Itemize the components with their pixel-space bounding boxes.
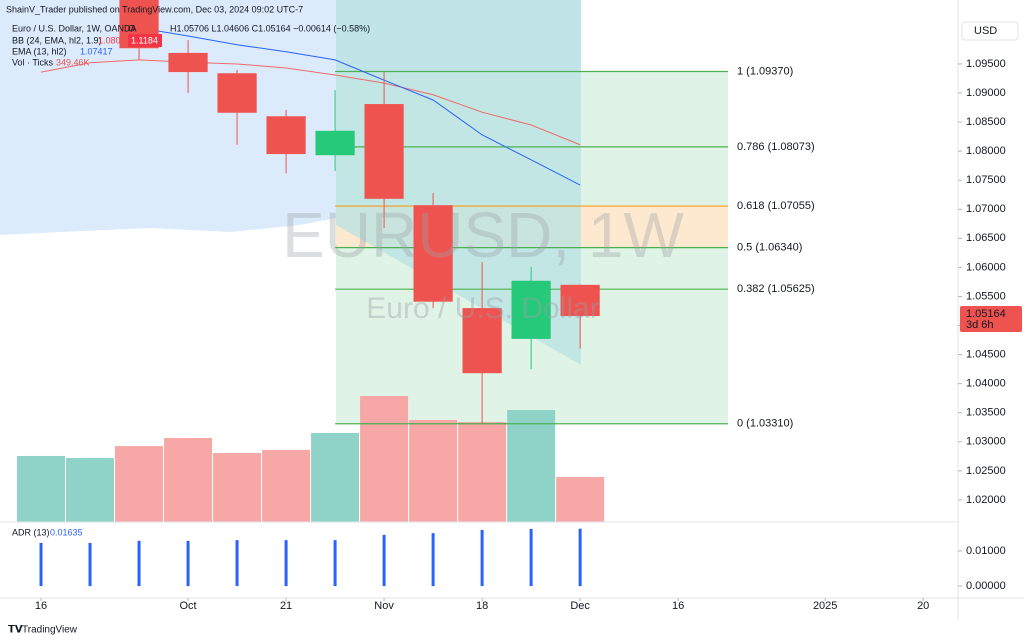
y-tick-label: 1.02500 [966, 465, 1006, 477]
candle-body [462, 308, 502, 374]
y-tick-label: 1.08000 [966, 145, 1006, 157]
fib-label: 0 (1.03310) [737, 418, 793, 430]
y-tick-label: 1.07000 [966, 203, 1006, 215]
candle-body [217, 73, 257, 113]
fib-label: 0.382 (1.05625) [737, 283, 815, 295]
volume-bar [556, 477, 605, 522]
candle-body [560, 284, 600, 316]
legend-volume: Vol · Ticks [12, 57, 54, 67]
candle-body [511, 280, 551, 339]
legend-adr: ADR (13) [12, 527, 50, 537]
volume-bar [164, 437, 213, 522]
x-tick-label: 2025 [813, 600, 837, 612]
y-tick-label: 1.06500 [966, 232, 1006, 244]
legend-ema: EMA (13, hl2) [12, 46, 67, 56]
y-tick-label: 1.08500 [966, 116, 1006, 128]
legend-bb-box [128, 34, 162, 47]
y-tick-label: 0.01000 [966, 545, 1006, 557]
price-tag [960, 305, 1022, 332]
x-tick-label: 21 [280, 600, 292, 612]
x-tick-label: 18 [476, 600, 488, 612]
y-tick-label: 1.04000 [966, 378, 1006, 390]
y-tick-label: 1.04500 [966, 348, 1006, 360]
x-tick-label: Oct [179, 600, 196, 612]
candle-body [413, 205, 453, 302]
watermark-sub: Euro / U.S. Dollar [366, 292, 599, 325]
volume-bar [360, 396, 409, 522]
x-tick-label: Nov [374, 600, 394, 612]
candle-body [168, 52, 208, 73]
y-tick-label: 1.06000 [966, 261, 1006, 273]
candle-body [266, 116, 306, 155]
indicator-line [138, 27, 581, 186]
indicator-line [40, 59, 581, 146]
fib-label: 0.786 (1.08073) [737, 141, 815, 153]
marks: 1 (1.09370) 0.786 (1.08073) 0.618 (1.07055… [17, 0, 815, 587]
y-tick-label: 1.02000 [966, 494, 1006, 506]
legend-bb-value: 1.1184 [131, 35, 158, 45]
legend-open: O [128, 23, 135, 33]
symbol: Euro / U.S. Dollar, 1W, OANDA [12, 23, 137, 33]
volume-bar [262, 449, 311, 522]
y-tick-label: 1.07500 [966, 174, 1006, 186]
publisher: ShainV_Trader published on TradingView.c… [6, 4, 303, 14]
legend-bb: BB (24, EMA, hl2, 1.9) [12, 35, 102, 45]
volume-bar [213, 453, 262, 522]
candle-body [315, 130, 355, 156]
y-tick-label: 0.00000 [966, 580, 1006, 592]
position-overlay [336, 0, 581, 365]
volume-bar [409, 419, 458, 522]
volume-bar [458, 422, 507, 522]
volume-bar [507, 410, 556, 522]
fib-label: 1 (1.09370) [737, 65, 793, 77]
y-tick-label: 1.03000 [966, 436, 1006, 448]
watermark: EURUSD, 1W [282, 199, 684, 271]
price-tag-countdown: 3d 6h [966, 319, 994, 331]
x-tick-label: 16 [35, 600, 47, 612]
fib-label: 0.5 (1.06340) [737, 242, 802, 254]
x-tick-label: 16 [672, 600, 684, 612]
legend-volume-value: 349.46K [56, 57, 90, 67]
brand-logo: 𝗧𝗩 [8, 625, 23, 636]
y-tick-label: 1.05500 [966, 290, 1006, 302]
legend-adr-value: 0.01635 [50, 527, 83, 537]
fib-label: 0.618 (1.07055) [737, 200, 815, 212]
volume-bar [66, 458, 115, 522]
y-tick-label: 1.03500 [966, 407, 1006, 419]
volume-bar [311, 432, 360, 522]
candle-body [364, 104, 404, 199]
price-tag-value: 1.05164 [966, 308, 1006, 320]
legend-ema-value: 1.07417 [80, 46, 113, 56]
x-tick-label: 20 [917, 600, 929, 612]
brand: TradingView [22, 625, 78, 636]
volume-bar [17, 455, 66, 522]
y-tick-label: 1.09000 [966, 87, 1006, 99]
volume-bar [115, 446, 164, 522]
y-tick-label: 1.09500 [966, 58, 1006, 70]
legend-bb-value: 1.080 [98, 35, 121, 45]
x-tick-label: Dec [570, 600, 590, 612]
currency-box[interactable] [961, 21, 1019, 41]
currency: USD [974, 25, 997, 37]
legend-hlc: H1.05706 L1.04606 C1.05164 −0.00614 (−0.… [170, 23, 370, 33]
